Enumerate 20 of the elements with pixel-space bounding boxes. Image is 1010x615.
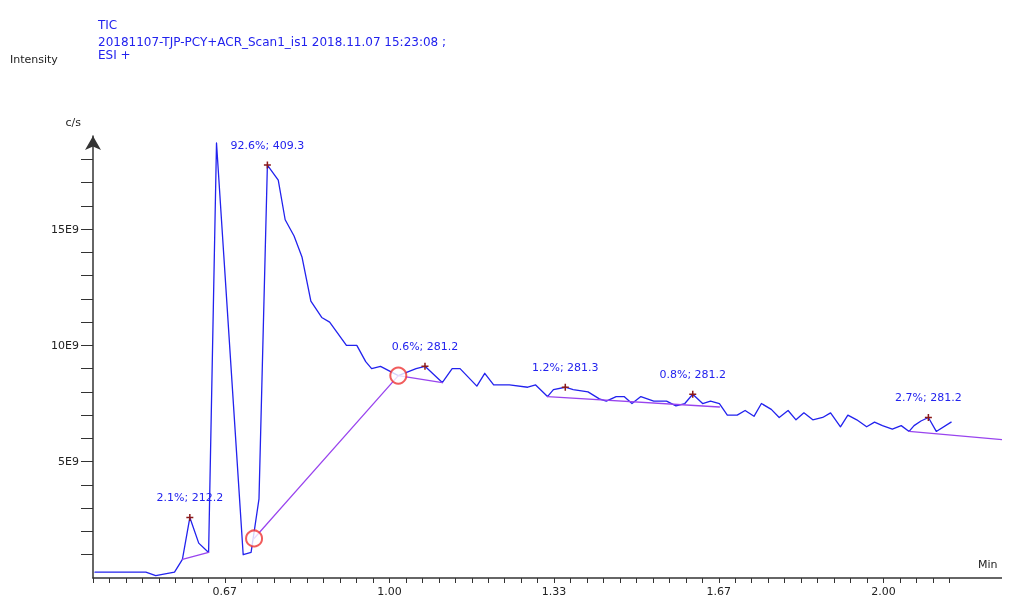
x-tick-label: 0.67: [212, 585, 238, 598]
y-tick-label: 10E9: [51, 338, 79, 352]
annotation: 92.6%; 409.3: [230, 138, 305, 152]
y-axis-title: c/s: [65, 116, 82, 129]
point: [245, 529, 264, 548]
y-tick-label: 5E9: [58, 455, 79, 469]
chart-title: TIC: [97, 18, 118, 32]
x-axis-title: Min: [978, 558, 998, 571]
annotation: 2.7%; 281.2: [895, 391, 962, 405]
annotation: 0.8%; 281.2: [659, 367, 727, 381]
annotation: 0.6%; 281.2: [391, 340, 459, 354]
x-tick-label: 1.33: [541, 585, 567, 598]
x-tick-label: 1.00: [377, 585, 402, 598]
annotation: 1.2%; 281.3: [531, 360, 599, 374]
point: [389, 366, 408, 385]
text: Intensity: [10, 53, 59, 66]
x-tick-label: 1.67: [706, 585, 732, 598]
x-tick-label: 2.00: [871, 585, 896, 598]
y-tick-label: 15E9: [51, 222, 79, 236]
chart-subtitle: 20181107-TJP-PCY+ACR_Scan1_is1 2018.11.07 15:23:08 ; ESI +: [98, 34, 447, 62]
